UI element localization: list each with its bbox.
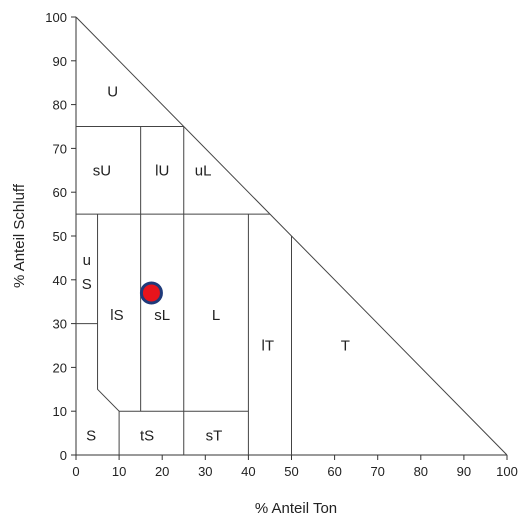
y-tick-label: 0 xyxy=(60,448,67,463)
region-label: uL xyxy=(195,162,212,179)
y-tick-label: 100 xyxy=(45,10,67,25)
x-tick-label: 20 xyxy=(155,464,169,479)
region-label: U xyxy=(107,83,118,100)
y-tick-label: 70 xyxy=(53,141,67,156)
region-label: S xyxy=(86,427,96,444)
x-tick-label: 70 xyxy=(370,464,384,479)
region-label: sL xyxy=(154,307,170,324)
x-tick-label: 0 xyxy=(72,464,79,479)
region-boundary-line xyxy=(97,214,120,455)
region-label: lT xyxy=(262,338,275,355)
region-label: sT xyxy=(206,427,223,444)
y-tick-label: 40 xyxy=(53,273,67,288)
region-label: tS xyxy=(140,427,154,444)
y-tick-label: 30 xyxy=(53,317,67,332)
y-tick-label: 90 xyxy=(53,54,67,69)
y-tick-label: 60 xyxy=(53,185,67,200)
region-label: lU xyxy=(155,162,169,179)
y-tick-label: 20 xyxy=(53,360,67,375)
region-label: lS xyxy=(110,307,123,324)
x-tick-label: 50 xyxy=(284,464,298,479)
data-points xyxy=(139,281,163,305)
y-axis-label: % Anteil Schluff xyxy=(11,183,28,288)
region-label: u xyxy=(83,252,91,269)
region-label: sU xyxy=(93,162,111,179)
y-tick-label: 10 xyxy=(53,404,67,419)
x-tick-label: 30 xyxy=(198,464,212,479)
x-tick-label: 100 xyxy=(496,464,518,479)
x-tick-label: 90 xyxy=(457,464,471,479)
x-tick-label: 80 xyxy=(414,464,428,479)
y-tick-label: 50 xyxy=(53,229,67,244)
y-tick-label: 80 xyxy=(53,98,67,113)
data-point-marker xyxy=(139,281,163,305)
x-axis-label: % Anteil Ton xyxy=(255,500,337,515)
region-label: L xyxy=(212,307,220,324)
x-tick-label: 60 xyxy=(327,464,341,479)
region-label: S xyxy=(82,276,92,293)
axes: 0 10 20 30 40 50 60 70 80 90 100 0 10 20 30 40 50 60 70 80 9… xyxy=(45,10,518,479)
region-boundaries xyxy=(75,16,508,456)
x-tick-label: 10 xyxy=(112,464,126,479)
x-tick-label: 40 xyxy=(241,464,255,479)
region-label: T xyxy=(341,338,350,355)
